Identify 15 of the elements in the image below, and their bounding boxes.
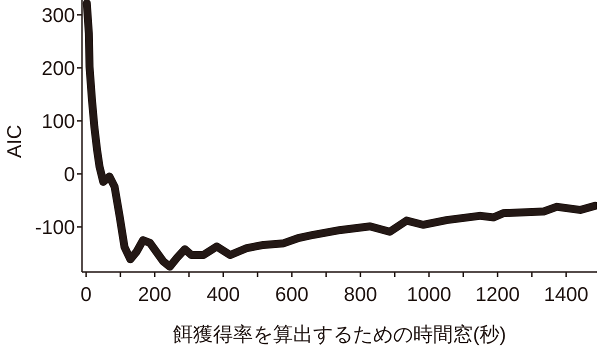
y-tick-label: -100: [34, 217, 75, 240]
x-tick-label: 400: [206, 284, 240, 306]
x-axis-title: 餌獲得率を算出するための時間窓(秒): [172, 324, 506, 346]
x-tick-label: 1200: [475, 284, 520, 306]
y-tick-label: 100: [42, 110, 75, 133]
x-tick-label: 1400: [544, 284, 588, 306]
x-tick-label: 1000: [406, 284, 452, 306]
x-tick-label: 0: [80, 284, 92, 306]
y-tick-label: 0: [64, 164, 75, 186]
y-tick-label: 300: [42, 4, 75, 27]
x-tick-label: 200: [138, 284, 172, 306]
x-tick-label: 800: [344, 284, 378, 306]
x-tick-label: 600: [275, 284, 309, 306]
y-tick-label: 200: [42, 58, 75, 80]
y-axis-title: AIC: [4, 124, 26, 158]
